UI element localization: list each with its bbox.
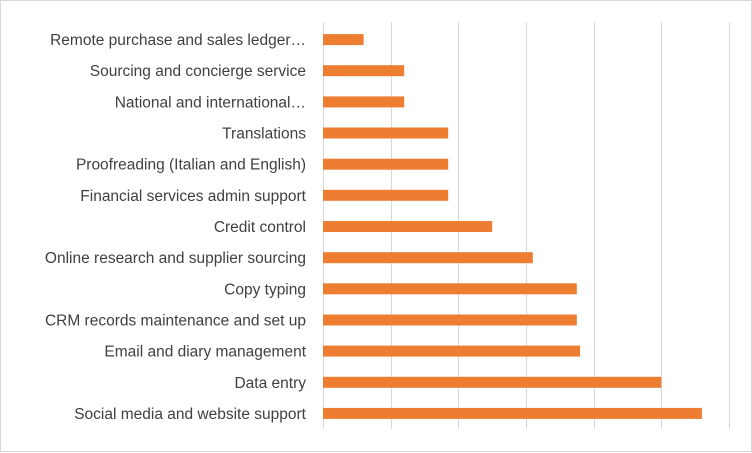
bar <box>323 221 493 232</box>
category-label: National and international… <box>115 94 306 111</box>
bar <box>323 34 364 46</box>
category-label: Data entry <box>234 375 306 392</box>
category-label: Credit control <box>214 219 306 236</box>
category-label: Social media and website support <box>74 406 306 423</box>
category-label: Online research and supplier sourcing <box>45 250 306 267</box>
bar <box>323 65 405 77</box>
bar <box>323 127 449 139</box>
category-label: CRM records maintenance and set up <box>45 313 306 330</box>
category-label: Remote purchase and sales ledger… <box>50 32 306 49</box>
bar <box>323 345 581 357</box>
category-label: Financial services admin support <box>80 188 306 205</box>
bar <box>323 314 577 326</box>
bar <box>323 189 449 201</box>
bar <box>323 252 533 264</box>
category-label: Copy typing <box>224 281 306 298</box>
bars <box>323 34 702 419</box>
bar <box>323 96 405 108</box>
bar <box>323 158 449 170</box>
category-label: Translations <box>222 126 306 143</box>
bar <box>323 283 577 295</box>
category-label: Email and diary management <box>104 344 306 361</box>
category-label: Proofreading (Italian and English) <box>76 157 306 174</box>
category-label: Sourcing and concierge service <box>90 63 306 80</box>
bar <box>323 407 702 419</box>
bar <box>323 376 662 388</box>
category-labels: Remote purchase and sales ledger… Sourcin… <box>45 32 307 423</box>
